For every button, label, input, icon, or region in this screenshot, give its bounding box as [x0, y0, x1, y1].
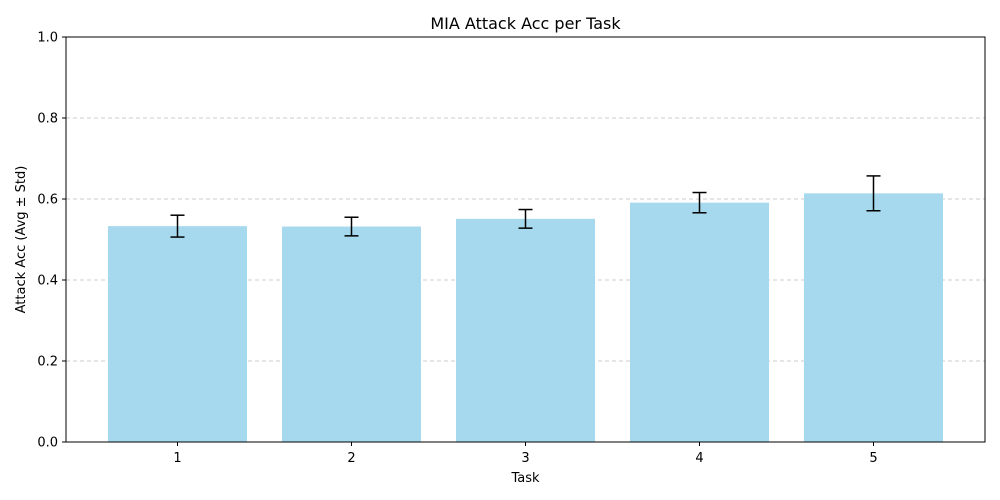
x-tick-label: 3	[521, 451, 529, 466]
bar	[282, 226, 421, 442]
y-tick-label: 0.2	[37, 355, 58, 370]
y-tick-label: 0.8	[37, 112, 58, 127]
chart-title: MIA Attack Acc per Task	[430, 14, 621, 33]
y-tick-label: 1.0	[37, 31, 58, 46]
x-tick-label: 5	[869, 451, 877, 466]
error-bars	[170, 175, 881, 238]
bar	[630, 202, 769, 442]
bars	[108, 193, 943, 442]
y-tick-label: 0.0	[37, 436, 58, 451]
y-tick-label: 0.4	[37, 274, 58, 289]
x-axis-ticks: 1 2 3 4 5	[173, 442, 878, 466]
y-tick-label: 0.6	[37, 193, 58, 208]
x-tick-label: 1	[173, 451, 181, 466]
y-axis-ticks: 0.0 0.2 0.4 0.6 0.8 1.0	[37, 31, 66, 451]
y-axis-label: Attack Acc (Avg ± Std)	[14, 166, 29, 314]
bar	[108, 226, 247, 442]
x-tick-label: 2	[347, 451, 355, 466]
x-axis-label: Task	[510, 471, 540, 486]
x-tick-label: 4	[695, 451, 703, 466]
bar	[804, 193, 943, 442]
bar	[456, 218, 595, 442]
